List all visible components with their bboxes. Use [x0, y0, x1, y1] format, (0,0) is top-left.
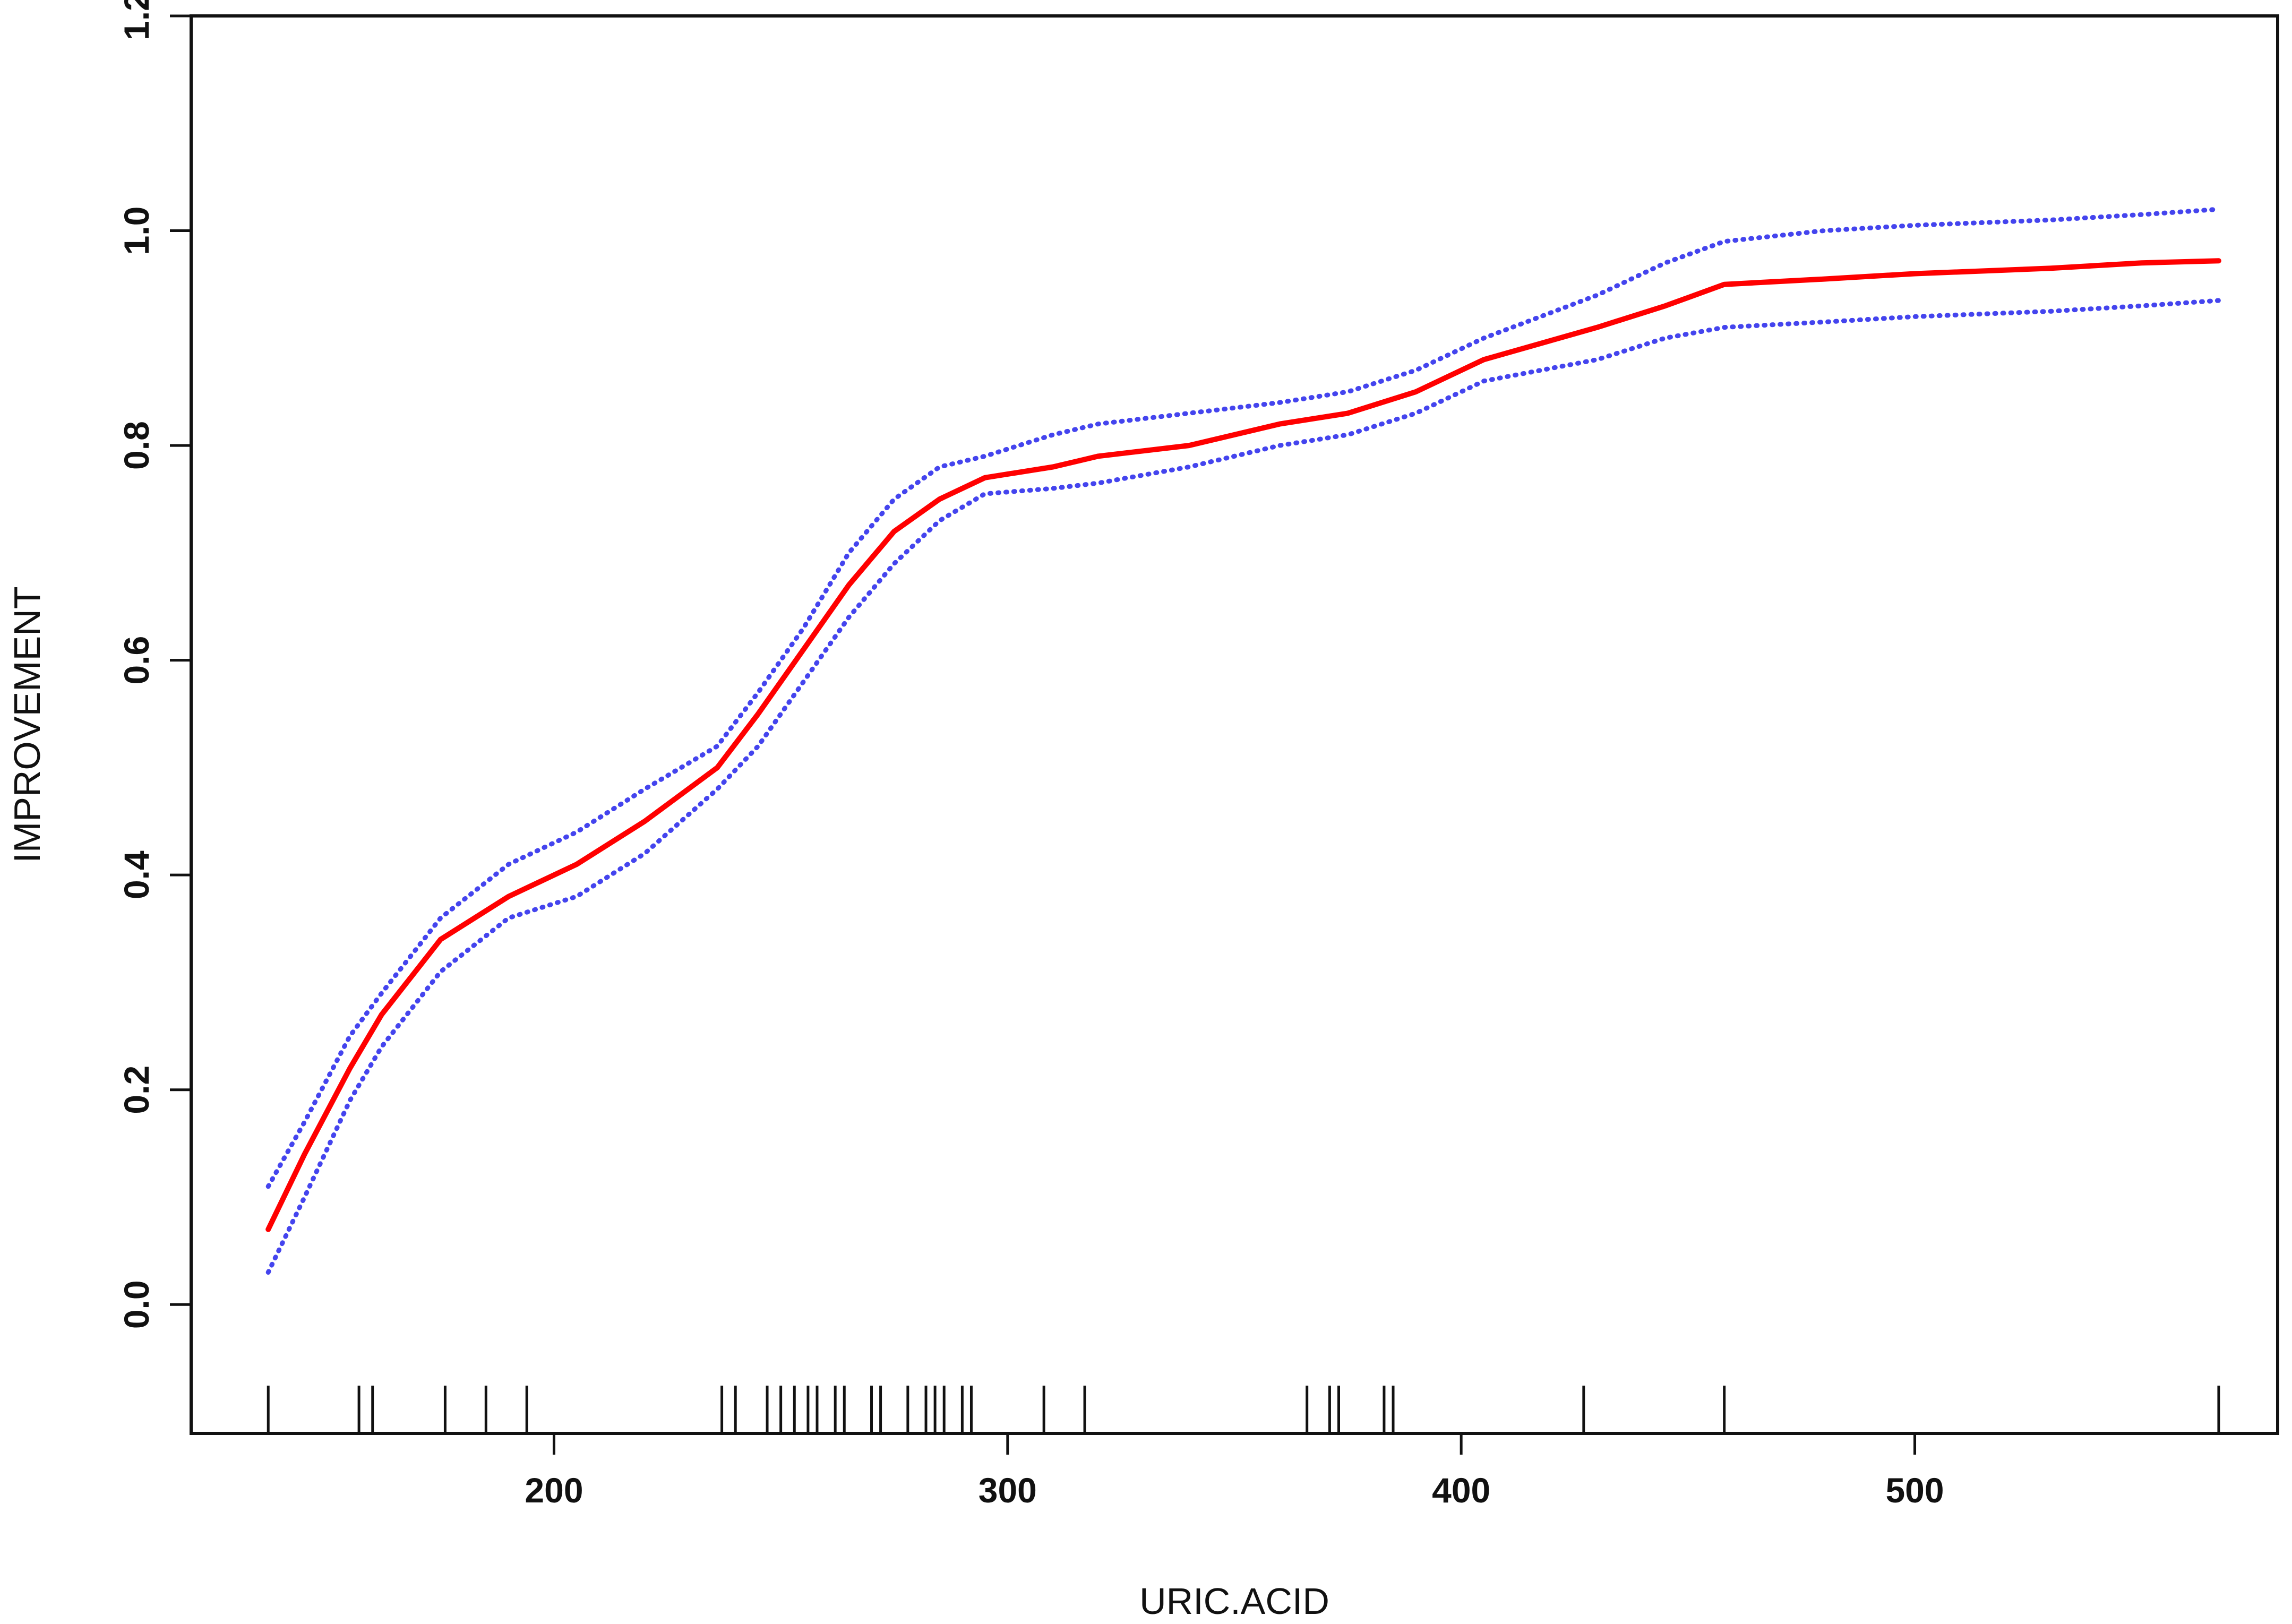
- x-tick-label: 200: [525, 1471, 583, 1510]
- x-tick-label: 300: [978, 1471, 1037, 1510]
- rug-layer: [267, 1386, 2220, 1433]
- series-line-fit: [265, 258, 2221, 1232]
- y-axis-title: IMPROVEMENT: [6, 586, 48, 863]
- y-tick-label: 1.2: [117, 0, 156, 40]
- y-tick-label: 0.6: [117, 636, 156, 685]
- series-line-lower-ci: [265, 298, 2221, 1275]
- series-layer: [265, 207, 2221, 1275]
- y-tick-label: 1.0: [117, 207, 156, 255]
- y-axis: 0.0 0.2 0.4 0.6 0.8 1.0 1.2: [117, 0, 191, 1329]
- y-tick-label: 0.4: [117, 850, 156, 899]
- x-tick-label: 400: [1432, 1471, 1490, 1510]
- x-axis-title: URIC.ACID: [1139, 1580, 1329, 1622]
- y-tick-label: 0.8: [117, 421, 156, 470]
- series-line-upper-ci: [265, 207, 2221, 1189]
- y-tick-label: 0.0: [117, 1280, 156, 1329]
- x-tick-label: 500: [1885, 1471, 1944, 1510]
- x-axis: 200 300 400 500: [525, 1433, 1944, 1510]
- plot-frame: [190, 14, 2279, 1435]
- y-tick-label: 0.2: [117, 1066, 156, 1114]
